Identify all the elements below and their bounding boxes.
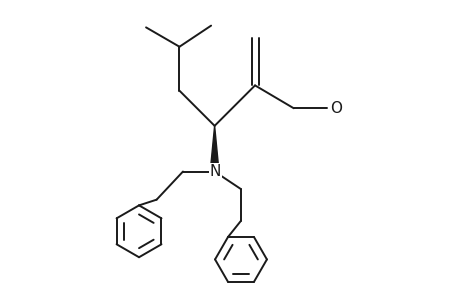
Text: N: N [209, 164, 221, 179]
Text: O: O [329, 101, 341, 116]
Polygon shape [210, 126, 218, 172]
